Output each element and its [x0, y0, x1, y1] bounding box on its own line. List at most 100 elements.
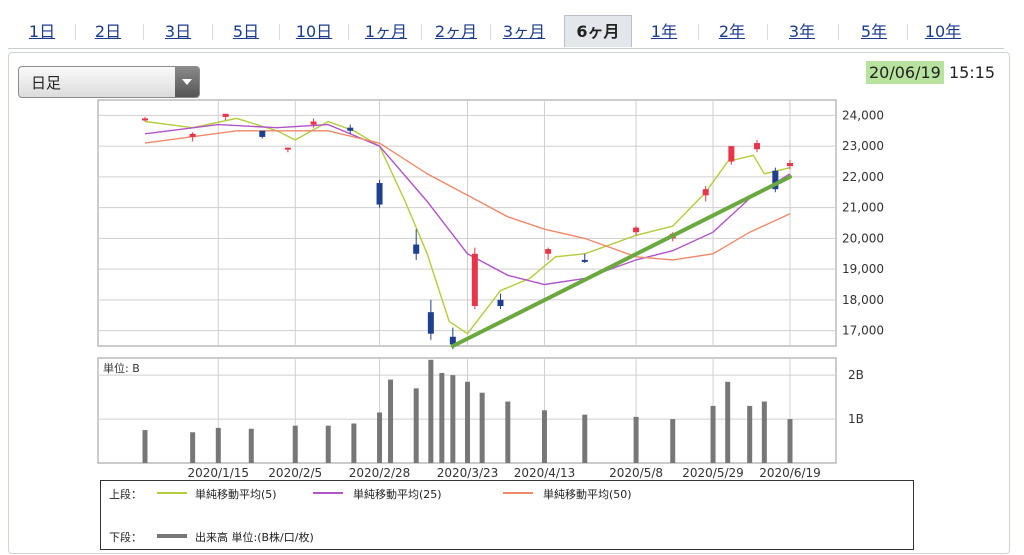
candle-body: [376, 183, 383, 205]
tab-6ヶ月[interactable]: 6ヶ月: [564, 15, 632, 47]
tab-separator: [212, 24, 213, 40]
legend-upper-label: 上段：: [109, 488, 142, 501]
timestamp-time: 15:15: [948, 63, 996, 82]
tab-2日[interactable]: 2日: [94, 22, 122, 41]
tab-separator: [75, 24, 76, 40]
tab-3年[interactable]: 3年: [788, 22, 816, 41]
volume-bar: [761, 401, 767, 463]
candle-body: [427, 312, 434, 334]
volume-bar: [710, 405, 716, 463]
candle-body: [222, 113, 229, 117]
tab-separator: [490, 24, 491, 40]
ma-line-2: [144, 123, 791, 286]
volume-unit-label: 単位: B: [103, 361, 140, 375]
timestamp-date: 20/06/19: [866, 61, 944, 84]
price-tick-label: 18,000: [842, 293, 884, 307]
candle-body: [754, 143, 761, 150]
volume-bar: [248, 428, 254, 463]
candle-body: [284, 147, 291, 150]
tab-5年[interactable]: 5年: [860, 22, 888, 41]
tab-10年[interactable]: 10年: [924, 22, 962, 41]
volume-bar: [633, 416, 639, 463]
price-tick-label: 20,000: [842, 231, 884, 245]
candle-body: [347, 127, 354, 131]
volume-bar: [505, 401, 511, 463]
chevron-down-icon[interactable]: [175, 67, 199, 97]
candle-body: [545, 249, 552, 254]
legend-ma5-swatch: [157, 492, 187, 494]
legend-ma50-label: 単純移動平均(50): [543, 488, 632, 501]
volume-bar: [325, 425, 331, 463]
candle-body: [189, 133, 196, 137]
tab-separator: [348, 24, 349, 40]
volume-bar: [439, 372, 445, 463]
chart-legend: 上段： 単純移動平均(5) 単純移動平均(25) 単純移動平均(50) 下段： …: [100, 480, 914, 550]
volume-bar: [541, 410, 547, 463]
x-tick-label: 2020/4/13: [514, 466, 576, 480]
legend-lower-label: 下段：: [109, 531, 142, 544]
x-tick-label: 2020/6/19: [759, 466, 821, 480]
tab-10日[interactable]: 10日: [295, 22, 333, 41]
x-tick-label: 2020/2/5: [268, 466, 322, 480]
tab-separator: [421, 24, 422, 40]
tab-separator: [838, 24, 839, 40]
volume-bar: [670, 419, 676, 463]
volume-bar: [479, 392, 485, 463]
tab-1年[interactable]: 1年: [650, 22, 678, 41]
volume-bar: [450, 375, 456, 463]
timestamp: 20/06/19 15:15: [866, 61, 996, 84]
candle-body: [310, 121, 317, 125]
volume-bar: [465, 381, 470, 463]
x-tick-label: 2020/1/15: [188, 466, 250, 480]
candle-period-value: 日足: [31, 74, 62, 92]
ma-line-3: [144, 130, 791, 261]
volume-bar: [582, 414, 588, 463]
ma-line-1: [144, 117, 791, 335]
price-tick-label: 23,000: [842, 139, 884, 153]
tab-separator: [698, 24, 699, 40]
tab-5日[interactable]: 5日: [232, 22, 260, 41]
tab-1日[interactable]: 1日: [28, 22, 56, 41]
trendline: [450, 174, 792, 348]
candle-body: [449, 336, 456, 345]
volume-bar: [725, 381, 731, 463]
period-tab-bar: 1日 2日 3日 5日 10日 1ヶ月 2ヶ月 3ヶ月 6ヶ月 1年 2年 3年 5年 10年: [8, 12, 1004, 49]
candle-body: [581, 259, 588, 262]
volume-bar: [377, 412, 383, 463]
candle-body: [259, 130, 266, 137]
candle-body: [633, 227, 640, 233]
tab-separator: [907, 24, 908, 40]
volume-bar: [351, 423, 357, 463]
candle-period-select[interactable]: 日足: [18, 66, 200, 98]
candle-body: [497, 299, 504, 307]
volume-bar: [787, 419, 793, 463]
tab-2年[interactable]: 2年: [718, 22, 746, 41]
price-tick-label: 17,000: [842, 324, 884, 338]
volume-bar: [142, 430, 148, 463]
candle-body: [728, 146, 735, 162]
candle-body: [142, 118, 148, 121]
legend-ma25-swatch: [313, 492, 343, 494]
price-tick-label: 19,000: [842, 262, 884, 276]
x-tick-label: 2020/5/29: [682, 466, 744, 480]
tab-separator: [143, 24, 144, 40]
tab-1ヶ月[interactable]: 1ヶ月: [364, 22, 408, 41]
volume-bar: [292, 425, 298, 463]
price-tick-label: 21,000: [842, 201, 884, 215]
tab-separator: [279, 24, 280, 40]
tab-2ヶ月[interactable]: 2ヶ月: [434, 22, 478, 41]
candle-body: [471, 253, 478, 307]
x-tick-label: 2020/2/28: [349, 466, 411, 480]
legend-ma50-swatch: [503, 492, 533, 494]
legend-ma5-label: 単純移動平均(5): [195, 488, 277, 501]
stock-chart: 24,000 23,000 22,000 21,000 20,000 19,000 18,0…: [97, 99, 884, 480]
tab-3日[interactable]: 3日: [164, 22, 192, 41]
candle-body: [772, 170, 779, 190]
volume-bar: [428, 359, 434, 463]
volume-tick-label: 1B: [848, 412, 864, 426]
x-tick-label: 2020/3/23: [437, 466, 499, 480]
tab-3ヶ月[interactable]: 3ヶ月: [502, 22, 546, 41]
volume-bar: [215, 427, 221, 463]
candle-body: [787, 163, 793, 167]
volume-tick-label: 2B: [848, 368, 864, 382]
